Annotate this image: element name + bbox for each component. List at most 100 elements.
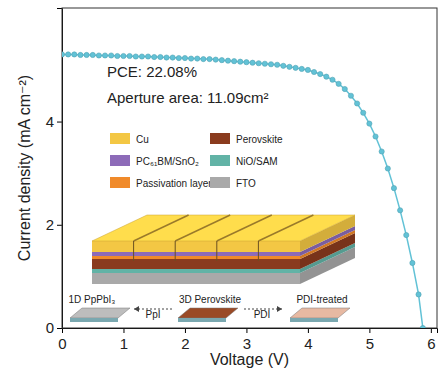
annotation: Aperture area: 11.09cm²	[107, 89, 268, 106]
module-layer-front	[92, 269, 300, 273]
inset-legend-label: Perovskite	[236, 134, 283, 145]
x-tick-mark	[123, 328, 124, 333]
step-label: PpI	[145, 309, 160, 320]
inset-legend-label: FTO	[236, 178, 256, 189]
series-marker	[299, 66, 304, 71]
series-marker	[379, 149, 384, 154]
module-layer-front	[92, 256, 300, 259]
series-marker	[164, 55, 169, 60]
module-scribe-front	[175, 241, 176, 261]
x-tick-mark	[185, 328, 186, 333]
inset-legend-swatch	[210, 177, 230, 188]
inset-legend-swatch	[110, 155, 130, 166]
series-marker	[145, 54, 150, 59]
series-marker	[201, 56, 206, 61]
x-tick-label: 0	[58, 335, 66, 352]
x-tick-label: 4	[304, 335, 312, 352]
inset-legend-swatch	[110, 133, 130, 144]
series-marker	[373, 134, 378, 139]
step-arrowhead	[134, 306, 139, 312]
inset-legend-label: Cu	[136, 134, 149, 145]
series-marker	[188, 56, 193, 61]
series-marker	[324, 74, 329, 79]
series-marker	[72, 52, 77, 57]
x-tick-label: 6	[427, 335, 435, 352]
inset	[92, 215, 355, 284]
series-marker	[225, 58, 230, 63]
inset-legend-swatch	[110, 177, 130, 188]
module-scribe	[258, 215, 313, 241]
x-tick-mark	[308, 328, 309, 333]
series-marker	[410, 260, 415, 265]
series-marker	[305, 67, 310, 72]
inset-legend-swatch	[210, 155, 230, 166]
y-tick-label: 4	[46, 113, 54, 130]
step-tile-top	[178, 308, 238, 318]
series-marker	[232, 59, 237, 64]
series-marker	[330, 77, 335, 82]
step-tile-top	[290, 308, 350, 318]
series-marker	[127, 53, 132, 58]
x-tick: 2	[181, 328, 189, 352]
step-tile-front	[290, 318, 338, 322]
inset-legend-label: PC₆₁BM/SnO₂	[136, 156, 199, 167]
series-marker	[176, 55, 181, 60]
series-marker	[398, 208, 403, 213]
y-tick-label: 2	[46, 216, 54, 233]
step-label: PDI	[254, 309, 271, 320]
plot-frame	[62, 8, 437, 328]
series-marker	[287, 64, 292, 69]
series-marker	[152, 54, 157, 59]
x-tick: 5	[366, 328, 374, 352]
inset-legend-label: Passivation layer	[136, 178, 212, 189]
series-marker	[213, 57, 218, 62]
series-marker	[336, 81, 341, 86]
module-layer-front	[92, 259, 300, 269]
series-marker	[84, 52, 89, 57]
module-scribe	[217, 215, 272, 241]
y-tick-mark	[57, 328, 62, 329]
series-marker	[420, 325, 425, 328]
series-marker	[78, 52, 83, 57]
x-tick-mark	[369, 328, 370, 333]
series-marker	[170, 55, 175, 60]
step-arrowhead	[277, 306, 282, 312]
series-marker	[318, 71, 323, 76]
series-marker	[102, 53, 107, 58]
module-scribe	[175, 215, 230, 241]
series-marker	[268, 62, 273, 67]
series-marker	[109, 53, 114, 58]
module-layer-front	[92, 241, 300, 252]
inset-legend-label: NiO/SAM	[236, 156, 278, 167]
series-marker	[238, 59, 243, 64]
chart: 0123456024Voltage (V)Current density (mA…	[0, 0, 444, 371]
series-marker	[121, 53, 126, 58]
series-marker	[275, 62, 280, 67]
series-marker	[244, 60, 249, 65]
y-tick-mark	[57, 122, 62, 123]
module-layer-front	[92, 252, 300, 256]
module-scribe	[134, 215, 189, 241]
series-marker	[385, 166, 390, 171]
step-arrow	[134, 309, 172, 310]
x-tick: 6	[427, 328, 435, 352]
series-marker	[182, 55, 187, 60]
series-marker	[62, 52, 65, 57]
series-marker	[293, 65, 298, 70]
series-marker	[404, 232, 409, 237]
series-marker	[416, 292, 421, 297]
series-marker	[115, 53, 120, 58]
x-tick-label: 2	[181, 335, 189, 352]
series-marker	[256, 61, 261, 66]
series-marker	[342, 86, 347, 91]
x-tick-label: 5	[366, 335, 374, 352]
step-arrow	[244, 309, 282, 310]
y-tick: 2	[46, 216, 62, 233]
y-tick: 0	[46, 319, 62, 336]
series-marker	[66, 52, 71, 57]
series-line	[62, 54, 423, 328]
x-tick: 0	[58, 328, 66, 352]
x-axis-title: Voltage (V)	[210, 351, 289, 368]
module-layer-front	[92, 273, 300, 284]
module-scribe-front	[216, 241, 217, 261]
